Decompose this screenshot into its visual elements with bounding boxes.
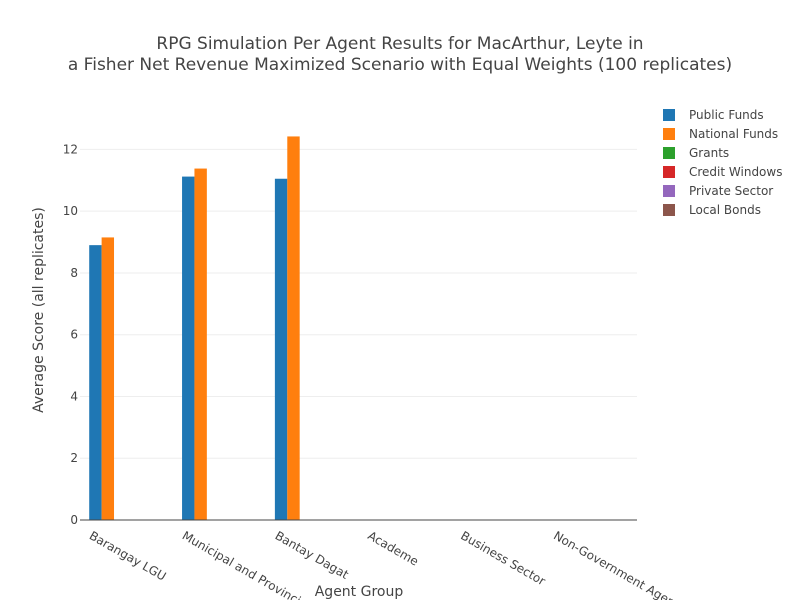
legend-item[interactable]: Local Bonds (663, 203, 761, 217)
x-tick-label: Business Sector (458, 528, 548, 588)
bar (182, 176, 195, 520)
legend-swatch (663, 204, 675, 216)
legend-swatch (663, 109, 675, 121)
x-tick-label: Non-Government Agencies (551, 528, 698, 600)
legend-label: Local Bonds (689, 203, 761, 217)
legend-label: Private Sector (689, 184, 773, 198)
y-tick-label: 2 (70, 451, 78, 465)
x-tick-label: Barangay LGU (87, 528, 169, 583)
legend-swatch (663, 147, 675, 159)
y-tick-label: 0 (70, 513, 78, 527)
x-axis-title: Agent Group (315, 584, 404, 600)
bar (89, 245, 102, 520)
y-axis-ticks: 0 2 4 6 8 10 12 (63, 142, 78, 527)
legend-swatch (663, 166, 675, 178)
y-tick-label: 12 (63, 142, 78, 156)
x-tick-label: Bantay Dagat (273, 528, 352, 581)
legend-item[interactable]: National Funds (663, 127, 778, 141)
y-tick-label: 6 (70, 328, 78, 342)
legend-label: Credit Windows (689, 165, 782, 179)
chart-title-line-1: RPG Simulation Per Agent Results for Mac… (156, 34, 644, 54)
legend-item[interactable]: Public Funds (663, 108, 764, 122)
x-tick-label: Municipal and Provincial LGU (180, 528, 337, 600)
legend-swatch (663, 128, 675, 140)
y-axis-title: Average Score (all replicates) (31, 207, 47, 413)
legend[interactable]: Public Funds National Funds Grants Credit W… (663, 108, 782, 217)
bar (101, 237, 115, 521)
legend-label: Grants (689, 146, 729, 160)
legend-label: Public Funds (689, 108, 764, 122)
bar (194, 168, 207, 520)
gridlines (80, 148, 637, 459)
bar (287, 136, 300, 521)
legend-item[interactable]: Grants (663, 146, 729, 160)
bars (89, 136, 300, 521)
chart-title-line-2: a Fisher Net Revenue Maximized Scenario … (67, 55, 733, 75)
y-tick-label: 10 (63, 204, 78, 218)
y-tick-label: 8 (70, 266, 78, 280)
bar (274, 178, 288, 520)
x-tick-label: Academe (365, 528, 421, 568)
legend-item[interactable]: Credit Windows (663, 165, 782, 179)
y-tick-label: 4 (70, 389, 78, 403)
legend-label: National Funds (689, 127, 778, 141)
legend-swatch (663, 185, 675, 197)
legend-item[interactable]: Private Sector (663, 184, 773, 198)
chart-title: RPG Simulation Per Agent Results for Mac… (0, 34, 800, 76)
